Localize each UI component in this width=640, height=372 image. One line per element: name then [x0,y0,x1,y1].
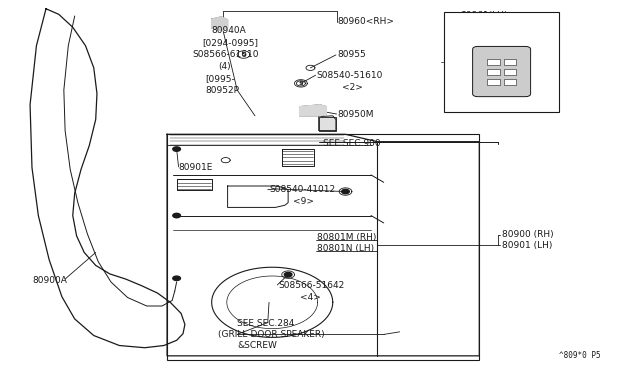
Text: 80955: 80955 [338,51,367,60]
Polygon shape [300,105,326,116]
Text: 80801M (RH): 80801M (RH) [317,233,376,242]
Text: 80940A: 80940A [212,26,246,35]
Text: 80952P: 80952P [205,86,239,94]
Text: <2>: <2> [342,83,363,92]
Text: [0995-: [0995- [205,74,235,83]
Text: 80900 (RH): 80900 (RH) [502,230,553,239]
Text: (GRILL-DOOR SPEAKER): (GRILL-DOOR SPEAKER) [218,330,324,339]
Text: 80950M: 80950M [338,109,374,119]
Bar [167,134,479,359]
Text: S08540-41012: S08540-41012 [269,185,335,194]
Text: S: S [241,52,246,57]
FancyBboxPatch shape [472,46,531,97]
Text: S08540-51610: S08540-51610 [317,71,383,80]
Bar [504,59,516,65]
Text: 80801N (LH): 80801N (LH) [317,244,374,253]
Text: S: S [343,189,348,194]
Text: 80961(LH): 80961(LH) [460,11,508,20]
Text: 80901 (LH): 80901 (LH) [502,241,552,250]
Text: &SCREW: &SCREW [237,341,277,350]
Text: <9>: <9> [293,197,314,206]
Text: <4>: <4> [300,293,321,302]
Bar [487,59,500,65]
Text: [0294-0995]: [0294-0995] [202,38,258,47]
Bar [487,69,500,75]
Text: (4): (4) [218,62,230,71]
Bar [504,69,516,75]
Bar [504,79,516,85]
Text: 80900A: 80900A [32,276,67,285]
Text: S08566-51642: S08566-51642 [278,281,345,290]
Text: S: S [299,81,303,86]
Text: ^809*0 P5: ^809*0 P5 [559,351,600,360]
Text: 80901E: 80901E [179,163,213,172]
Text: S: S [286,272,291,277]
Bar [487,79,500,85]
Polygon shape [212,17,228,30]
Polygon shape [173,213,180,218]
Bar [319,116,336,131]
Polygon shape [173,147,180,151]
Polygon shape [342,189,349,194]
Text: 80960<RH>: 80960<RH> [338,17,395,26]
Text: SEE SEC.900: SEE SEC.900 [323,139,381,148]
Text: SEE SEC.284: SEE SEC.284 [237,319,294,328]
Bar [444,13,559,112]
Polygon shape [173,276,180,280]
Polygon shape [284,272,292,277]
Text: S08566-61610: S08566-61610 [193,50,259,59]
